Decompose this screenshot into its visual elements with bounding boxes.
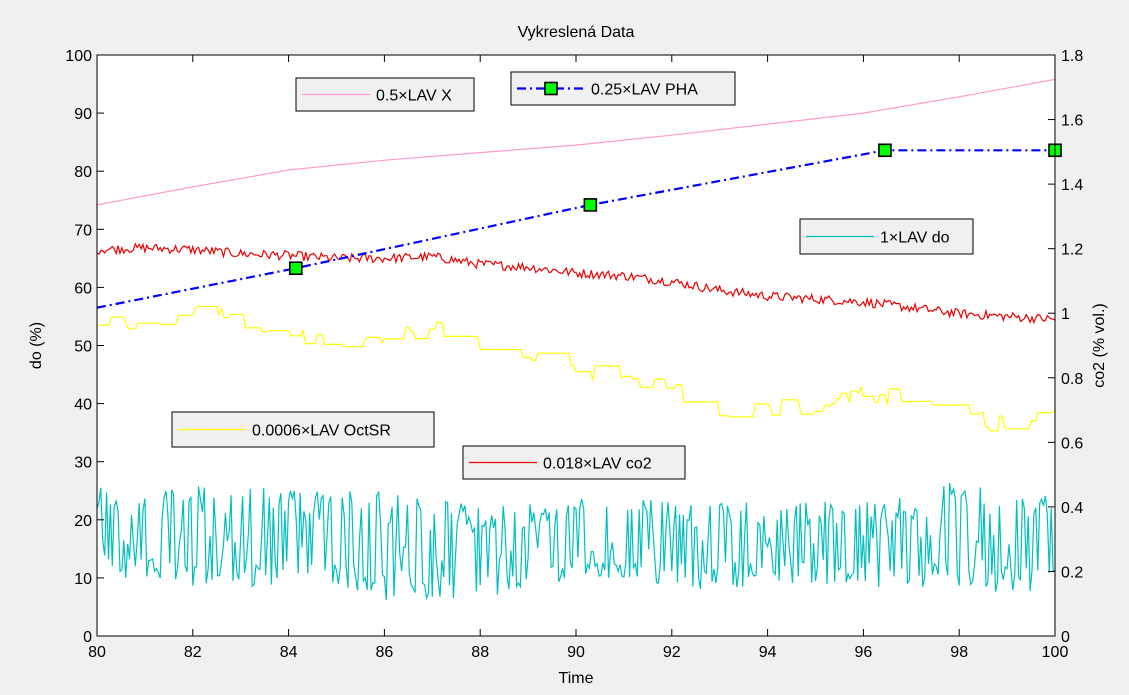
x-tick-label: 92 [663,644,681,661]
y-right-tick-label: 0.6 [1061,435,1083,452]
x-tick-label: 96 [855,644,873,661]
y-right-tick-label: 1.8 [1061,48,1083,65]
y-right-tick-label: 1.4 [1061,177,1083,194]
x-tick-label: 100 [1042,644,1069,661]
legend-layer: 0.5×LAV X 0.25×LAV PHA 1×LAV do 0.0006×LAV … [171,71,974,480]
y-axis-right-label: co2 (% vol.) [1091,303,1108,387]
y-left-tick-label: 70 [74,222,92,239]
x-tick-label: 94 [759,644,777,661]
data-point [583,198,598,212]
y-left-tick-label: 0 [83,629,92,646]
y-axis-left: 0 10 20 30 40 50 60 70 80 90 100 [65,48,104,646]
y-left-tick-label: 60 [74,280,92,297]
series-line [96,483,1056,601]
chart-title: Vykreslená Data [518,24,635,41]
y-axis-right: 0 0.2 0.4 0.6 0.8 1 1.2 1.4 1.6 1.8 [1048,48,1083,646]
y-right-tick-label: 1.2 [1061,242,1083,259]
legend-label: 0.5×LAV X [376,88,452,105]
y-left-tick-label: 20 [74,513,92,530]
x-axis-label: Time [559,670,594,687]
y-left-tick-label: 40 [74,397,92,414]
legend-box: 0.0006×LAV OctSR [171,411,435,448]
y-left-tick-label: 30 [74,455,92,472]
y-left-tick-label: 10 [74,571,92,588]
y-left-tick-label: 80 [74,164,92,181]
x-axis: 80 82 84 86 88 90 92 94 96 98 100 [88,55,1068,661]
x-tick-label: 84 [280,644,298,661]
x-tick-label: 90 [567,644,585,661]
data-point [288,261,303,276]
legend-label: 1×LAV do [880,230,950,247]
legend-marker [544,81,558,96]
series-line [97,305,1056,432]
legend-label: 0.25×LAV PHA [591,82,698,99]
data-point [878,143,892,158]
x-tick-label: 86 [376,644,394,661]
y-right-tick-label: 0.8 [1061,371,1083,388]
y-right-tick-label: 1.6 [1061,113,1083,130]
legend-label: 0.018×LAV co2 [543,456,652,473]
legend-box: 1×LAV do [799,218,974,255]
series-line [96,149,1055,309]
legend-box: 0.5×LAV X [295,77,475,112]
series-line [96,242,1056,325]
y-axis-left-label: do (%) [28,322,45,369]
y-right-tick-label: 0.2 [1061,564,1083,581]
y-right-tick-label: 1 [1061,306,1070,323]
legend-box: 0.018×LAV co2 [462,445,686,480]
x-tick-label: 98 [950,644,968,661]
y-left-tick-label: 100 [65,48,92,65]
legend-label: 0.0006×LAV OctSR [252,423,391,440]
y-right-tick-label: 0.4 [1061,500,1083,517]
series-layer [96,78,1062,601]
y-left-tick-label: 50 [74,339,92,356]
y-left-tick-label: 90 [74,106,92,123]
x-tick-label: 82 [184,644,202,661]
x-tick-label: 88 [471,644,489,661]
series-line [96,78,1056,206]
x-tick-label: 80 [88,644,106,661]
legend-box: 0.25×LAV PHA [510,71,736,106]
y-right-tick-label: 0 [1061,629,1070,646]
